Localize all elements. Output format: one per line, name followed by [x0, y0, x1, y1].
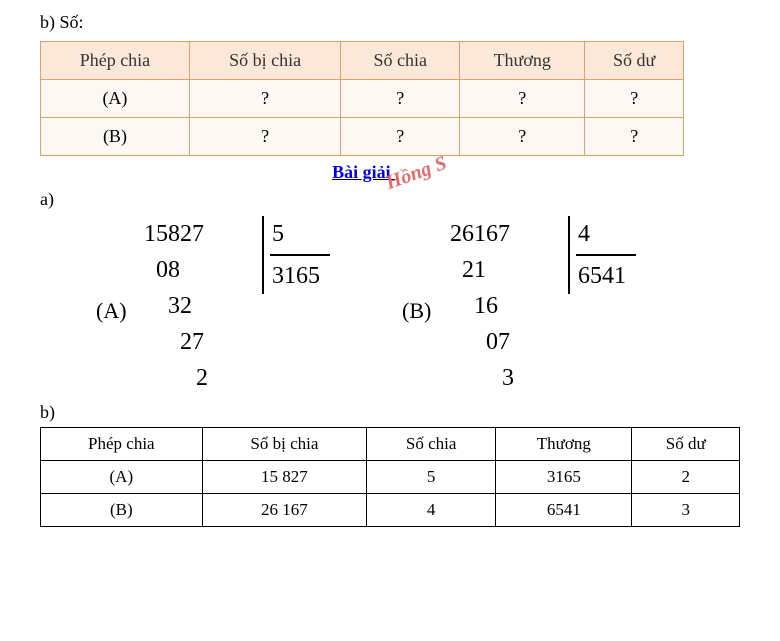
table-cell: 5 — [367, 461, 496, 494]
division-step: 32 — [144, 288, 228, 324]
table-cell: ? — [460, 118, 585, 156]
table-cell: 15 827 — [202, 461, 367, 494]
table-header: Thương — [496, 428, 632, 461]
division-tag-a: (A) — [96, 294, 127, 327]
table-row: (A) ? ? ? ? — [41, 80, 684, 118]
table-cell: (B) — [41, 494, 203, 527]
division-step: 2 — [144, 360, 256, 396]
division-step: 21 — [450, 252, 522, 288]
long-divisions: (A) 15827 08 32 27 2 5 3165 (B) 26167 21… — [40, 216, 740, 396]
division-step: 3 — [450, 360, 562, 396]
answer-table: Phép chia Số bị chia Số chia Thương Số d… — [40, 427, 740, 527]
table-cell: 2 — [632, 461, 740, 494]
table-header: Số bị chia — [202, 428, 367, 461]
label-b-top: b) Số: — [40, 12, 740, 33]
table-cell: 3165 — [496, 461, 632, 494]
solution-heading-row: Bài giải Hồng S — [40, 162, 740, 185]
division-top: 15827 08 32 27 2 5 3165 — [144, 216, 330, 396]
divisor: 4 — [576, 216, 636, 256]
table-cell: ? — [585, 80, 684, 118]
table-cell: ? — [341, 118, 460, 156]
question-table: Phép chia Số bị chia Số chia Thương Số d… — [40, 41, 684, 156]
table-cell: ? — [189, 118, 341, 156]
table-cell: ? — [585, 118, 684, 156]
table-cell: 3 — [632, 494, 740, 527]
table-row: (B) ? ? ? ? — [41, 118, 684, 156]
table-header: Số chia — [341, 42, 460, 80]
table-row: (B) 26 167 4 6541 3 — [41, 494, 740, 527]
table-cell: 4 — [367, 494, 496, 527]
division-step: 16 — [450, 288, 534, 324]
divider-box: 4 6541 — [568, 216, 636, 294]
table-header: Số dư — [585, 42, 684, 80]
table-header: Số bị chia — [189, 42, 341, 80]
table-header: Số chia — [367, 428, 496, 461]
table-cell: (A) — [41, 461, 203, 494]
solution-heading: Bài giải — [332, 162, 391, 182]
quotient: 3165 — [270, 256, 330, 294]
division-tag-b: (B) — [402, 294, 431, 327]
table-row: (A) 15 827 5 3165 2 — [41, 461, 740, 494]
table-cell: (B) — [41, 118, 190, 156]
division-step: 08 — [144, 252, 216, 288]
quotient: 6541 — [576, 256, 636, 294]
divisor: 5 — [270, 216, 330, 256]
label-b-bottom: b) — [40, 402, 740, 423]
table-cell: 6541 — [496, 494, 632, 527]
table-cell: (A) — [41, 80, 190, 118]
dividend: 26167 — [450, 216, 510, 252]
table-header: Số dư — [632, 428, 740, 461]
table-header-row: Phép chia Số bị chia Số chia Thương Số d… — [41, 428, 740, 461]
table-cell: ? — [189, 80, 341, 118]
table-cell: 26 167 — [202, 494, 367, 527]
table-header: Thương — [460, 42, 585, 80]
dividend: 15827 — [144, 216, 204, 252]
division-top: 26167 21 16 07 3 4 6541 — [450, 216, 636, 396]
dividend-stack: 26167 21 16 07 3 — [450, 216, 568, 396]
divider-box: 5 3165 — [262, 216, 330, 294]
table-cell: ? — [460, 80, 585, 118]
dividend-stack: 15827 08 32 27 2 — [144, 216, 262, 396]
table-header: Phép chia — [41, 428, 203, 461]
division-b: (B) 26167 21 16 07 3 4 6541 — [450, 216, 636, 396]
table-header: Phép chia — [41, 42, 190, 80]
division-a: (A) 15827 08 32 27 2 5 3165 — [144, 216, 330, 396]
division-step: 27 — [144, 324, 240, 360]
division-step: 07 — [450, 324, 546, 360]
table-cell: ? — [341, 80, 460, 118]
table-header-row: Phép chia Số bị chia Số chia Thương Số d… — [41, 42, 684, 80]
